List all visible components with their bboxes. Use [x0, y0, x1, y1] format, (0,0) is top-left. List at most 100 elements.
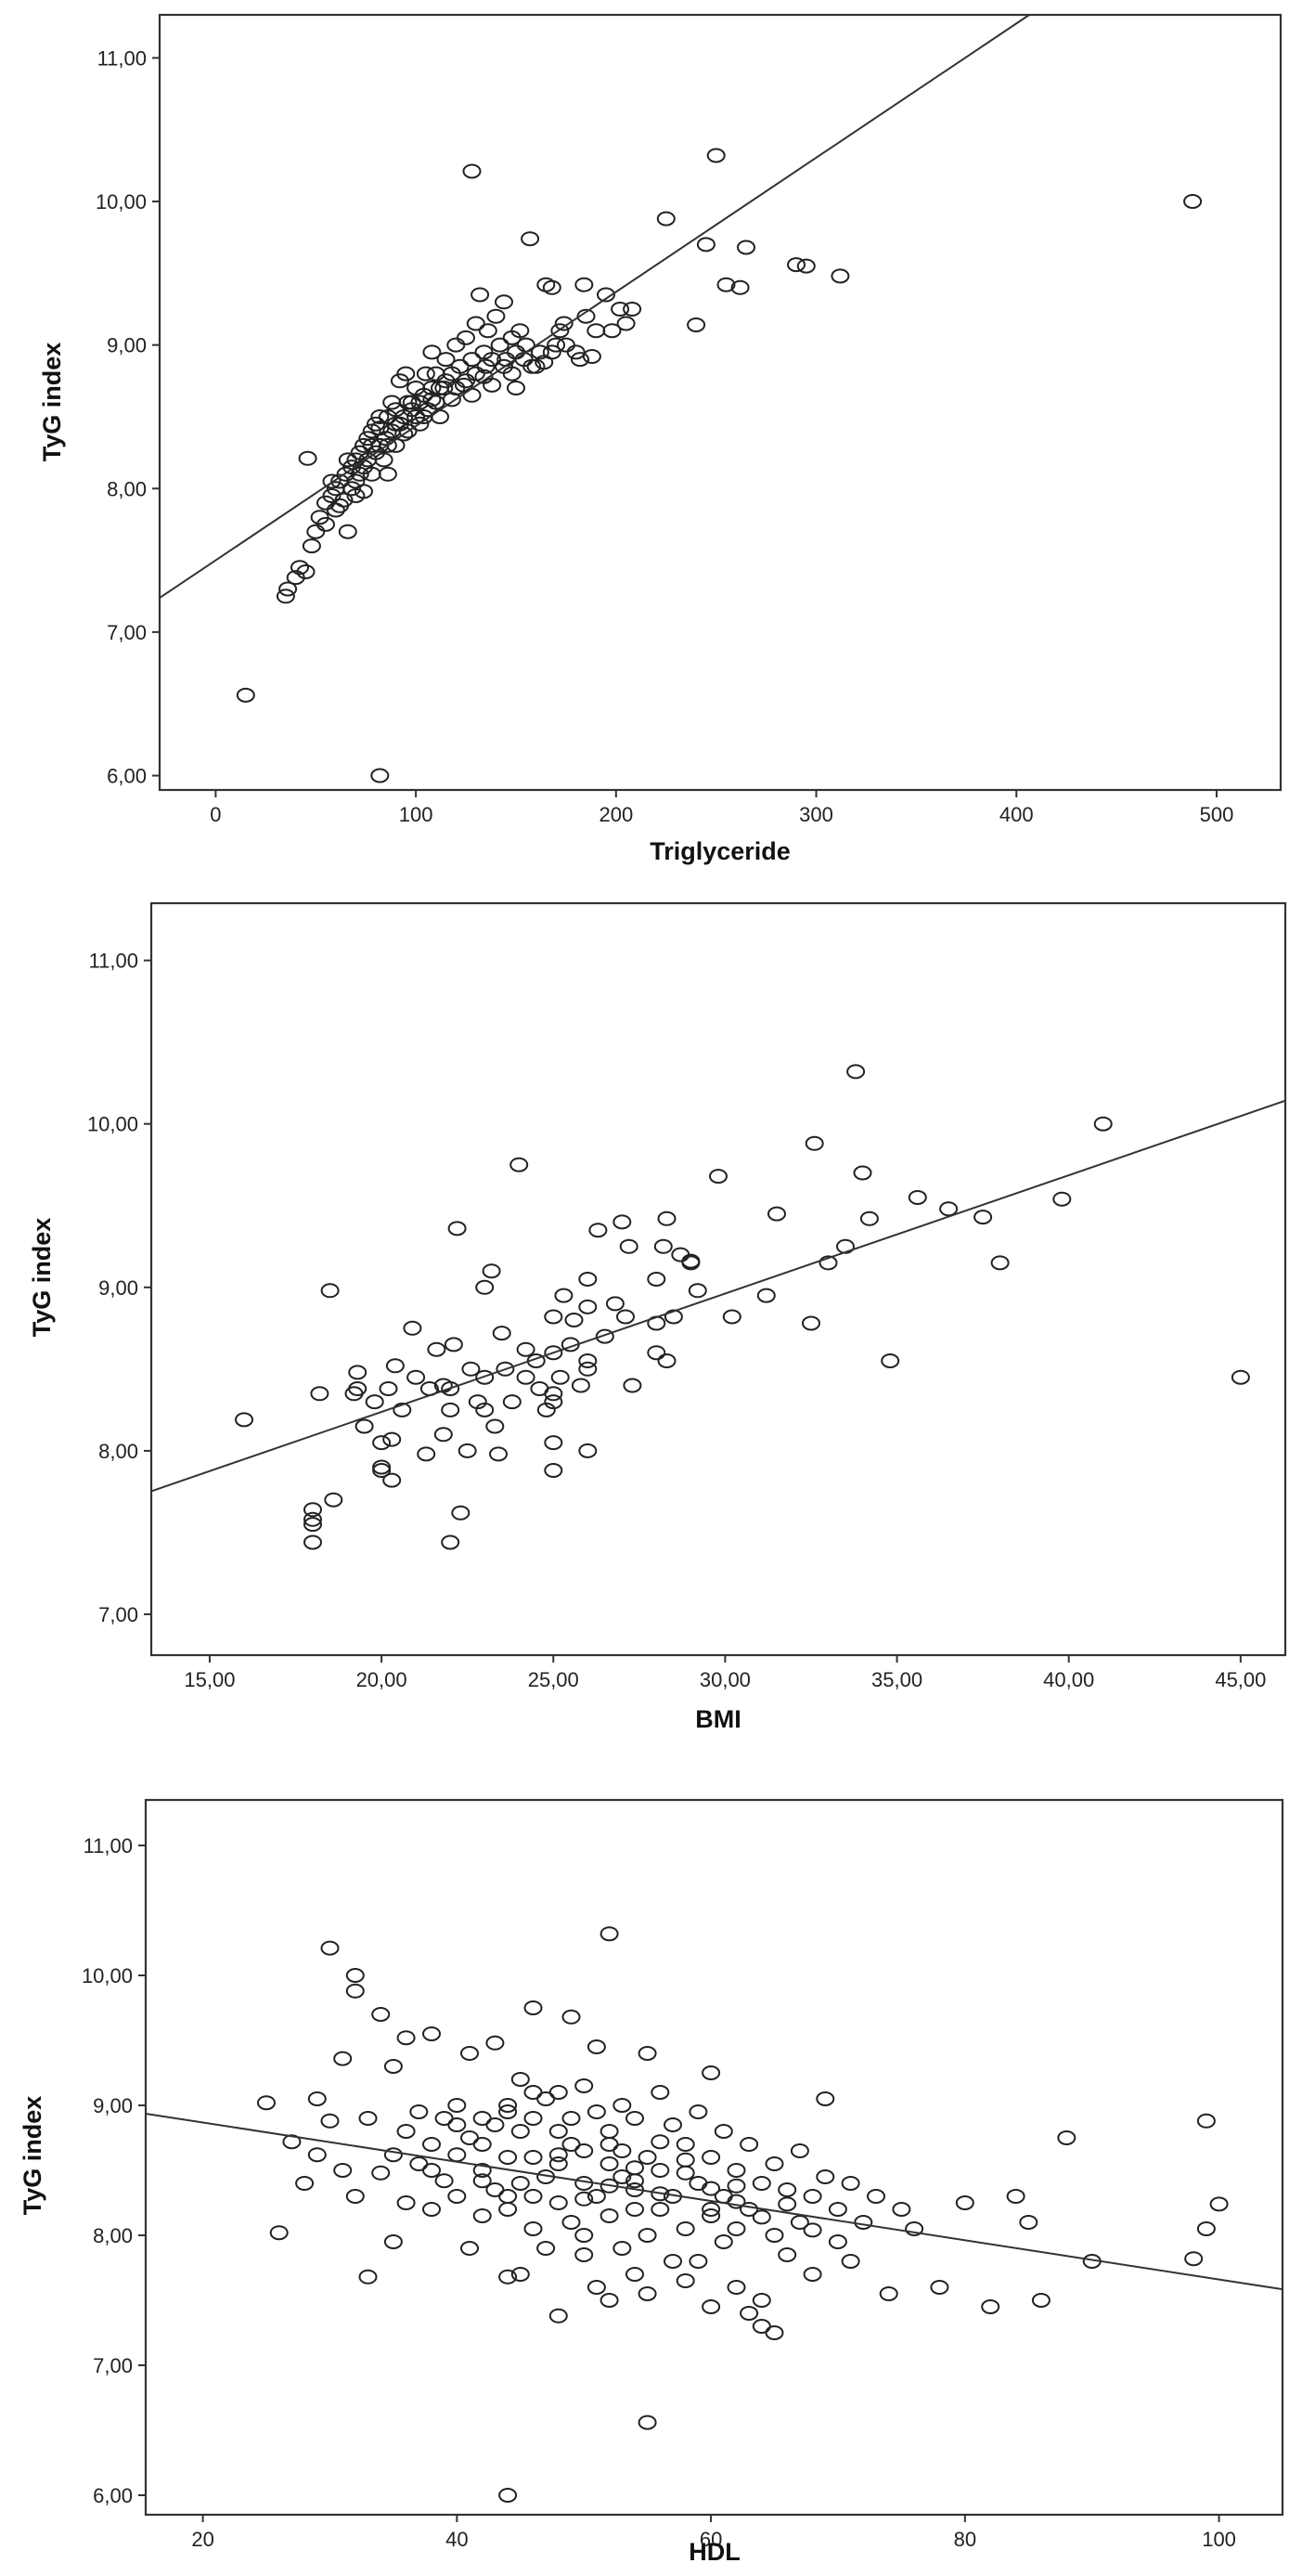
scatter-point — [752, 2293, 771, 2308]
scatter-point — [320, 1283, 340, 1299]
scatter-point — [908, 1190, 927, 1205]
scatter-point — [406, 409, 426, 424]
scatter-point — [702, 2208, 721, 2223]
y-axis-label-3: TyG index — [19, 2096, 46, 2216]
scatter-point — [727, 2178, 746, 2194]
scatter-point — [778, 2196, 797, 2212]
scatter-point — [816, 2091, 835, 2106]
scatter-point — [447, 2189, 467, 2204]
scatter-point — [530, 344, 549, 360]
scatter-point — [536, 2091, 556, 2106]
scatter-point — [767, 1206, 786, 1222]
scatter-point — [303, 1511, 322, 1527]
scatter-point — [303, 1502, 322, 1518]
scatter-point — [688, 1283, 707, 1299]
scatter-point — [282, 2134, 302, 2150]
scatter-point — [819, 1255, 838, 1271]
scatter-point — [550, 323, 570, 339]
scatter-point — [574, 2176, 594, 2191]
scatter-point — [444, 1337, 463, 1353]
scatter-point — [489, 1446, 508, 1462]
scatter-point — [727, 2163, 746, 2178]
scatter-point — [372, 1435, 392, 1451]
scatter-point — [599, 2208, 619, 2223]
scatter-point — [350, 466, 369, 482]
scatter-point — [740, 2202, 759, 2217]
scatter-point — [587, 2189, 606, 2204]
y-tick-label: 6,00 — [93, 2484, 133, 2507]
x-tick-label: 20,00 — [356, 1668, 407, 1691]
scatter-point — [544, 1309, 563, 1325]
y-tick-label: 10,00 — [82, 1964, 133, 1987]
scatter-point — [816, 2169, 835, 2184]
scatter-point — [403, 1320, 422, 1336]
scatter-point — [542, 344, 561, 360]
scatter-point — [1093, 1116, 1113, 1132]
scatter-point — [651, 2134, 670, 2150]
scatter-point — [345, 2189, 365, 2204]
scatter-point — [859, 1210, 879, 1226]
scatter-point — [426, 366, 445, 382]
scatter-point — [638, 2286, 657, 2301]
scatter-point — [441, 1381, 460, 1396]
y-tick-label: 11,00 — [84, 1834, 133, 1858]
scatter-point — [507, 381, 525, 395]
scatter-point — [257, 2095, 276, 2111]
scatter-point — [441, 1402, 460, 1417]
scatter-point — [396, 366, 416, 382]
scatter-point — [502, 1394, 522, 1410]
scatter-point — [427, 1341, 446, 1357]
scatter-point — [379, 1381, 398, 1396]
scatter-point — [765, 2156, 784, 2171]
scatter-point — [441, 1534, 460, 1550]
tick-group-1: 0 100 200 300 400 500 6,00 7,00 8,00 9,00 10,00 11,… — [96, 46, 1233, 826]
scatter-point — [460, 2241, 479, 2256]
scatter-point — [602, 323, 622, 339]
fit-line-3 — [145, 2112, 1283, 2291]
scatter-point — [730, 279, 750, 295]
scatter-point — [482, 1263, 501, 1279]
scatter-point — [1209, 2196, 1229, 2212]
scatter-point — [689, 2104, 708, 2119]
scatter-point — [382, 1472, 402, 1488]
scatter-point — [472, 2137, 492, 2152]
scatter-point — [302, 538, 321, 554]
scatter-point — [676, 2152, 695, 2168]
x-tick-label: 35,00 — [871, 1668, 922, 1691]
scatter-point — [509, 1157, 529, 1172]
scatter-point — [409, 2156, 429, 2171]
scatter-point — [338, 452, 357, 468]
scatter-point — [394, 426, 414, 442]
scatter-point — [647, 1345, 666, 1361]
scatter-point — [548, 2147, 568, 2163]
scatter-point — [752, 2176, 771, 2191]
plot-frame-2 — [149, 901, 1287, 1657]
x-tick-label: 400 — [999, 803, 1034, 826]
scatter-point — [396, 2030, 416, 2046]
fit-line-1 — [159, 14, 1030, 599]
scatter-point — [338, 524, 357, 539]
x-tick-label: 0 — [210, 803, 221, 826]
scatter-point — [756, 1288, 776, 1303]
scatter-point — [990, 1255, 1010, 1271]
scatter-point — [536, 2241, 556, 2256]
scatter-point — [706, 148, 726, 163]
scatter-point — [358, 2111, 378, 2126]
scatter-point — [472, 2173, 492, 2189]
x-tick-label: 40,00 — [1043, 1668, 1094, 1691]
scatter-point — [625, 2267, 644, 2282]
scatter-point — [447, 1221, 467, 1236]
scatter-point — [651, 2163, 670, 2178]
scatter-point — [498, 2104, 518, 2119]
scatter-point — [587, 323, 606, 339]
fit-line-2 — [150, 1099, 1286, 1493]
scatter-point — [805, 1135, 824, 1151]
scatter-point — [879, 2286, 898, 2301]
scatter-point — [599, 1926, 619, 1942]
scatter-point — [372, 1459, 392, 1475]
scatter-point — [544, 1386, 563, 1402]
scatter-point — [536, 1402, 556, 1417]
y-tick-label: 9,00 — [98, 1276, 138, 1300]
scatter-point — [714, 2124, 733, 2139]
